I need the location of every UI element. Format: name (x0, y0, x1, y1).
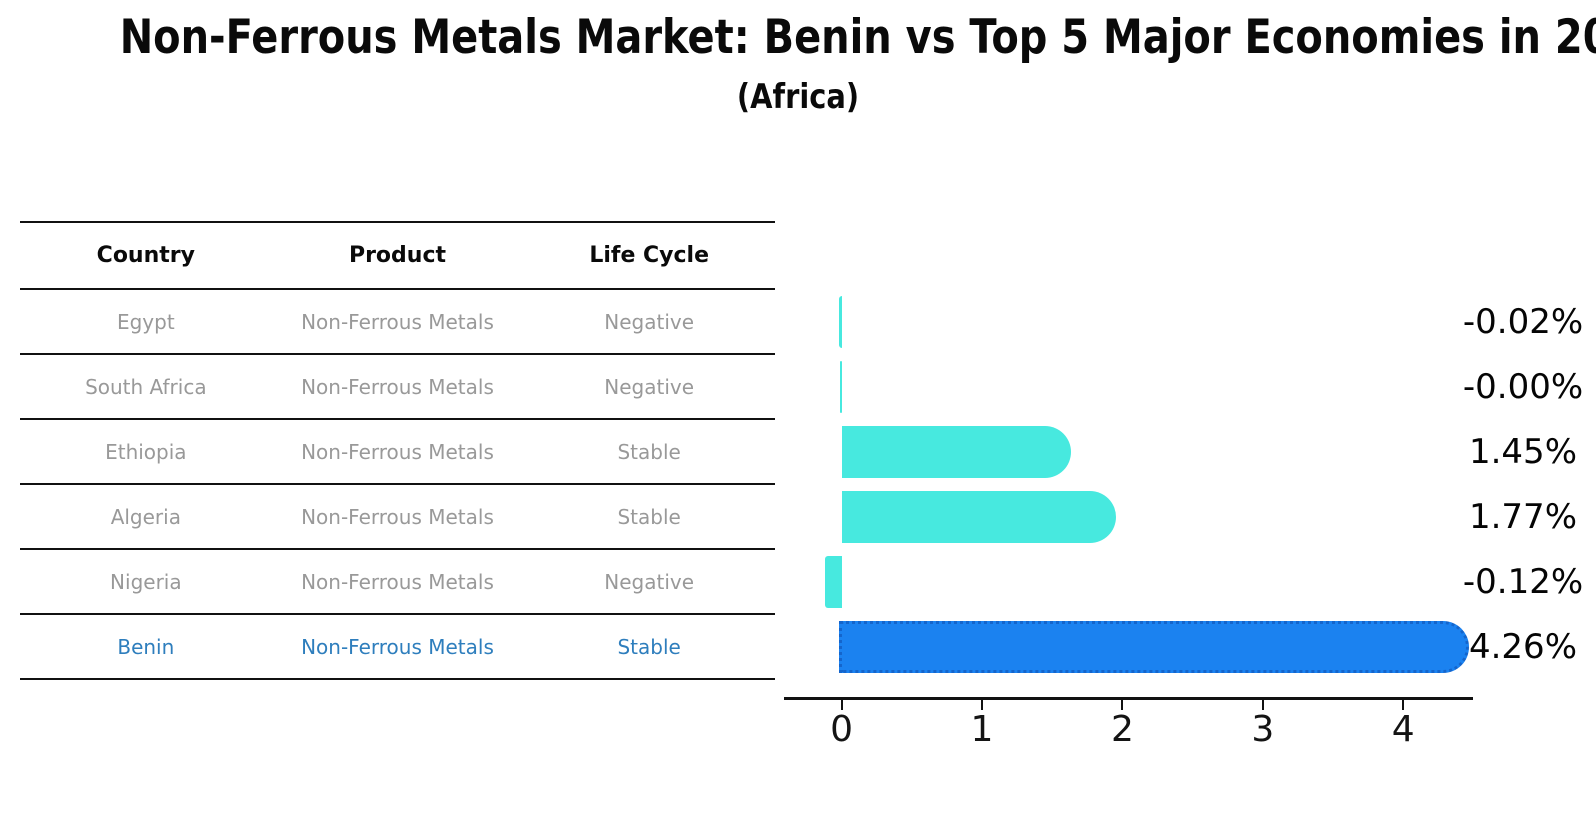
bar-algeria (841, 491, 1117, 543)
bar-value-label: -0.00% (1462, 367, 1584, 407)
bar-value-label: -0.12% (1462, 562, 1584, 602)
table-cell-product: Non-Ferrous Metals (301, 569, 494, 594)
table-row: Algeria Non-Ferrous Metals Stable (20, 485, 775, 550)
table-cell-product: Non-Ferrous Metals (301, 634, 494, 659)
bar-benin (838, 621, 1469, 673)
bar-chart-plot-area: 0 1 2 3 4 (784, 0, 1473, 780)
table-cell-country: Nigeria (110, 569, 182, 594)
table-cell-life-cycle: Negative (604, 569, 695, 594)
chart-title: Non-Ferrous Metals Market: Benin vs Top … (119, 10, 1596, 65)
bar-south-africa (839, 361, 842, 413)
bar-value-label: -0.02% (1462, 302, 1584, 342)
table-cell-country: Benin (117, 634, 175, 659)
table-cell-product: Non-Ferrous Metals (301, 504, 494, 529)
x-tick-label: 3 (1251, 709, 1275, 750)
x-tick-label: 1 (970, 709, 994, 750)
table-cell-product: Non-Ferrous Metals (301, 309, 494, 334)
table-cell-country: Algeria (110, 504, 181, 529)
x-tick-mark (981, 700, 983, 710)
table-cell-life-cycle: Negative (604, 309, 695, 334)
bar-value-label: 1.45% (1468, 432, 1577, 472)
table-cell-life-cycle: Stable (617, 634, 681, 659)
bar-value-label: 4.26% (1468, 627, 1577, 667)
x-tick-mark (1261, 700, 1264, 710)
column-header-country: Country (96, 243, 195, 268)
x-tick-label: 4 (1391, 709, 1415, 750)
table-row: South Africa Non-Ferrous Metals Negative (20, 355, 775, 420)
table-row: Nigeria Non-Ferrous Metals Negative (20, 550, 775, 615)
x-tick-label: 0 (830, 709, 854, 750)
bar-value-label: 1.77% (1468, 497, 1577, 537)
column-header-life-cycle: Life Cycle (589, 243, 710, 268)
table-cell-country: Egypt (116, 309, 175, 334)
table-row: Benin Non-Ferrous Metals Stable (20, 615, 775, 680)
x-tick-mark (1121, 700, 1124, 710)
table-cell-product: Non-Ferrous Metals (301, 374, 494, 399)
table-cell-country: South Africa (85, 374, 207, 399)
bar-ethiopia (841, 426, 1072, 478)
bar-nigeria (824, 556, 842, 608)
column-header-product: Product (348, 243, 447, 268)
table-cell-life-cycle: Negative (604, 374, 695, 399)
table-body: Egypt Non-Ferrous Metals Negative South Afr… (20, 290, 775, 680)
x-tick-mark (1402, 700, 1405, 710)
x-axis-line (784, 697, 1473, 700)
summary-table: Country Product Life Cycle Egypt Non-Ferr… (20, 221, 775, 680)
x-tick-mark (840, 700, 843, 710)
table-cell-life-cycle: Stable (617, 439, 681, 464)
table-cell-product: Non-Ferrous Metals (301, 439, 494, 464)
table-row: Egypt Non-Ferrous Metals Negative (20, 290, 775, 355)
chart-subtitle: (Africa) (736, 77, 860, 117)
x-tick-label: 2 (1110, 709, 1134, 750)
table-row: Ethiopia Non-Ferrous Metals Stable (20, 420, 775, 485)
bar-egypt (838, 296, 842, 348)
table-header-row: Country Product Life Cycle (20, 223, 775, 290)
table-cell-life-cycle: Stable (617, 504, 681, 529)
table-cell-country: Ethiopia (105, 439, 187, 464)
